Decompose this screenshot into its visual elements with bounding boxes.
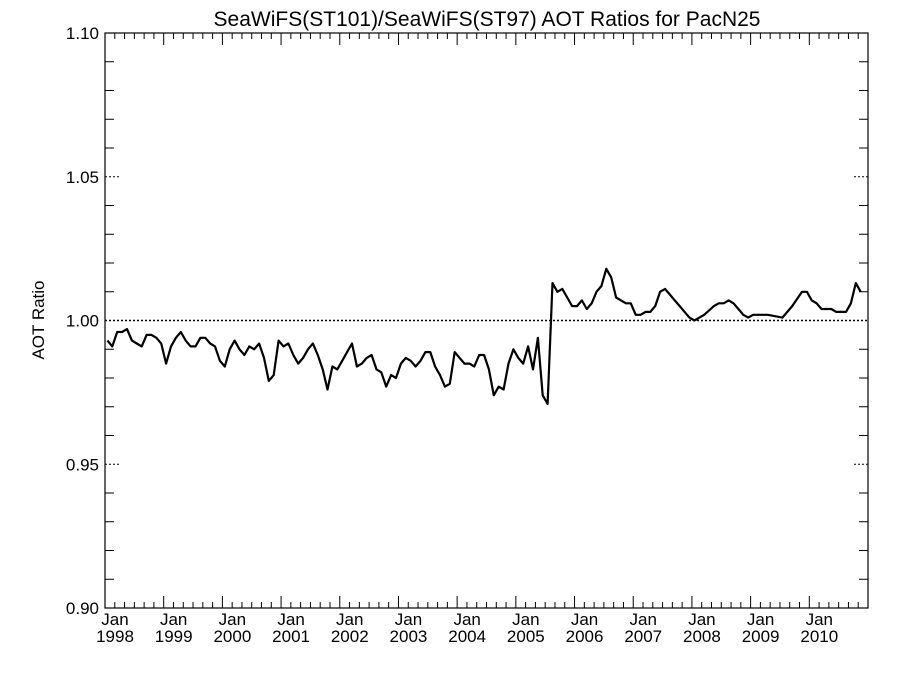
y-tick-label: 0.95 [66,455,99,474]
x-tick-label-year: 2009 [742,627,780,646]
y-tick-label: 1.10 [66,24,99,43]
x-tick-label-year: 1998 [96,627,134,646]
series-line [106,267,862,405]
y-axis-label: AOT Ratio [29,280,48,359]
x-tick-label-month: Jan [630,610,657,629]
x-tick-label-year: 2002 [331,627,369,646]
x-tick-label-month: Jan [806,610,833,629]
x-tick-label-year: 1999 [155,627,193,646]
x-tick-label-month: Jan [160,610,187,629]
x-tick-label-month: Jan [571,610,598,629]
x-tick-label-month: Jan [101,610,128,629]
x-tick-label-year: 2006 [566,627,604,646]
x-tick-label-year: 2005 [507,627,545,646]
x-tick-label-month: Jan [453,610,480,629]
x-tick-label-year: 2007 [624,627,662,646]
x-tick-label-year: 2010 [800,627,838,646]
x-tick-label-month: Jan [688,610,715,629]
x-tick-label-month: Jan [336,610,363,629]
x-tick-label-month: Jan [219,610,246,629]
x-tick-label-month: Jan [395,610,422,629]
x-tick-label-year: 2004 [448,627,486,646]
x-tick-label-year: 2003 [390,627,428,646]
y-tick-label: 1.05 [66,168,99,187]
x-tick-label-year: 2001 [272,627,310,646]
x-tick-label-month: Jan [277,610,304,629]
y-tick-label: 0.90 [66,599,99,618]
x-tick-label-month: Jan [512,610,539,629]
x-tick-label-month: Jan [747,610,774,629]
x-tick-label-year: 2000 [213,627,251,646]
plot-area: 0.900.951.001.051.10Jan1998Jan1999Jan200… [66,24,869,646]
x-tick-label-year: 2008 [683,627,721,646]
y-tick-label: 1.00 [66,312,99,331]
chart-title: SeaWiFS(ST101)/SeaWiFS(ST97) AOT Ratios … [214,8,761,31]
